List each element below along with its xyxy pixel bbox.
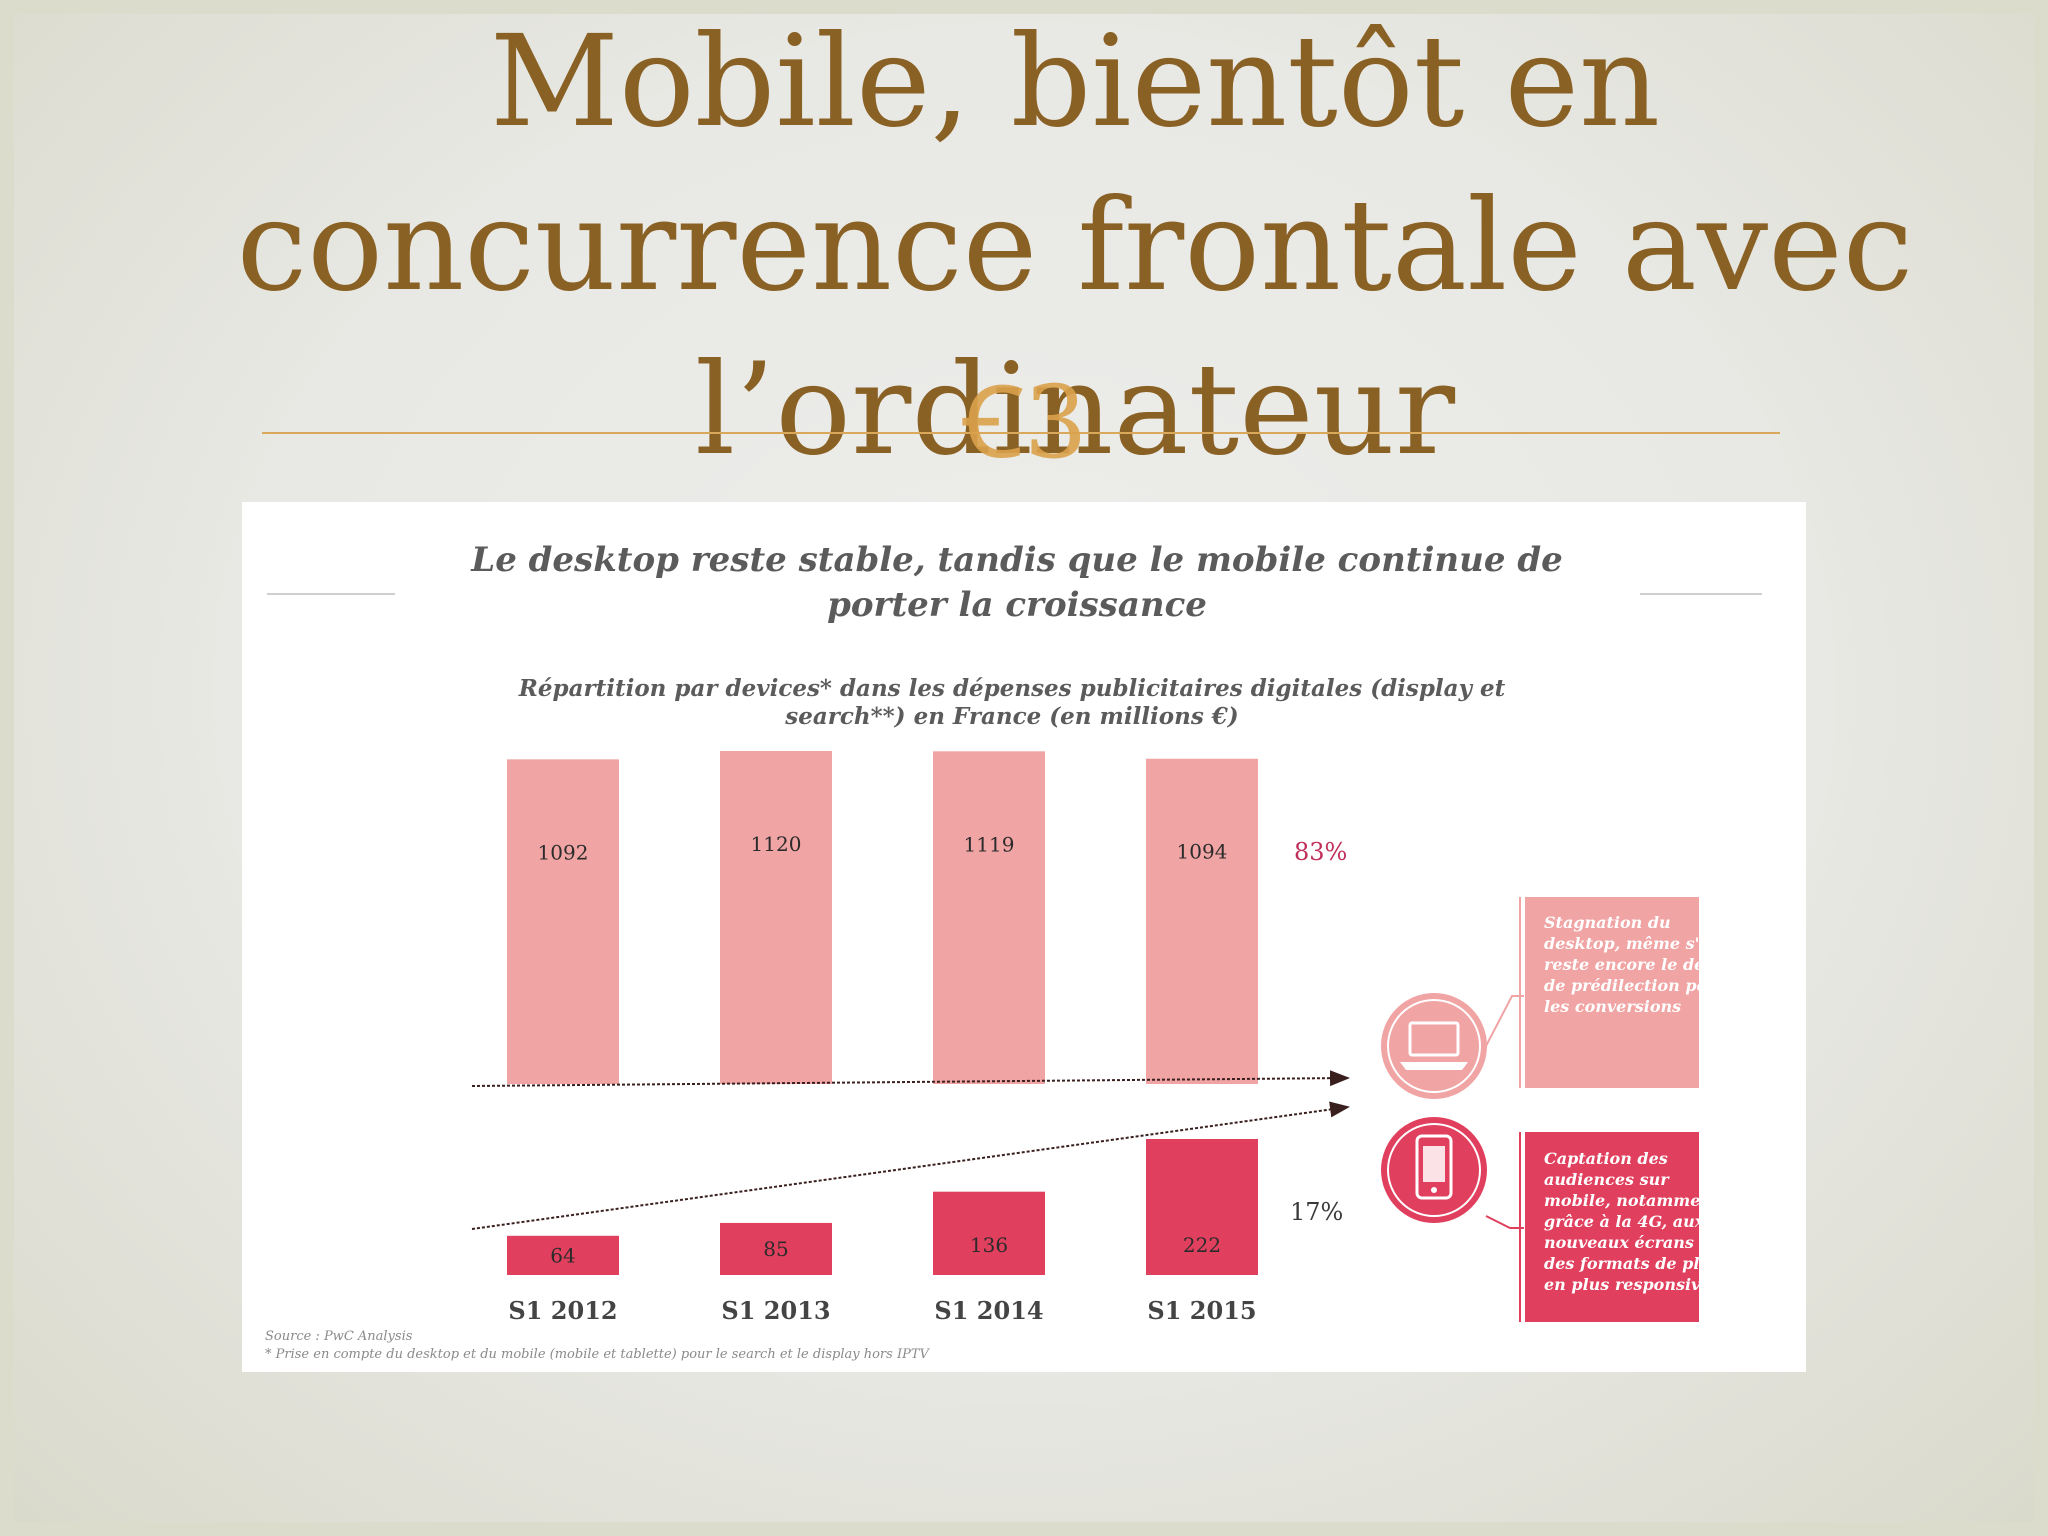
desktop-connector [1485, 995, 1524, 1047]
chart: Le desktop reste stable, tandis que le m… [265, 540, 1762, 1362]
chart-title-line: Le desktop reste stable, tandis que le m… [470, 540, 1562, 580]
mobile-annotation-line: mobile, notamment [1544, 1191, 1720, 1210]
category-label: S1 2014 [934, 1296, 1043, 1325]
slide-title-line: l’ordinateur [694, 336, 1456, 483]
mobile-annotation-line: en plus responsives [1544, 1275, 1720, 1294]
desktop-annotation-line: Stagnation du [1544, 913, 1671, 932]
mobile-value-label: 85 [763, 1237, 788, 1261]
chart-title-line: porter la croissance [827, 585, 1207, 625]
mobile-annotation-line: grâce à la 4G, aux [1544, 1212, 1705, 1231]
category-label: S1 2015 [1147, 1296, 1256, 1325]
desktop-value-label: 1094 [1177, 840, 1228, 864]
title-rule [262, 432, 1780, 434]
desktop-value-label: 1119 [964, 832, 1015, 856]
chart-subtitle-line: search**) en France (en millions €) [784, 703, 1238, 730]
mobile-value-label: 222 [1183, 1233, 1221, 1257]
desktop-bar [507, 759, 619, 1084]
desktop-bar [933, 751, 1045, 1084]
mobile-trend-arrow [471, 1101, 1350, 1230]
chart-panel: Le desktop reste stable, tandis que le m… [242, 502, 1806, 1372]
smartphone-icon [1381, 1117, 1487, 1223]
laptop-icon [1381, 993, 1487, 1099]
mobile-bar [507, 1235, 619, 1275]
desktop-value-label: 1120 [751, 832, 802, 856]
desktop-trend-arrow [471, 1070, 1350, 1087]
mobile-bar [1146, 1139, 1258, 1275]
desktop-bar [720, 751, 832, 1084]
mobile-bar [720, 1222, 832, 1275]
mobile-annotation-box [1525, 1132, 1699, 1322]
desktop-annotation-line: de prédilection pour [1544, 976, 1729, 995]
mobile-value-label: 64 [550, 1243, 575, 1267]
mobile-bar [933, 1191, 1045, 1275]
mobile-annotation-line: des formats de plus [1544, 1254, 1720, 1273]
category-label: S1 2012 [508, 1296, 617, 1325]
mobile-connector [1485, 1215, 1524, 1229]
category-label: S1 2013 [721, 1296, 830, 1325]
mobile-value-label: 136 [970, 1233, 1008, 1257]
desktop-annotation-box [1525, 897, 1699, 1088]
desktop-share-label: 83% [1294, 838, 1347, 866]
desktop-bar [1146, 758, 1258, 1084]
source-note: Source : PwC Analysis [265, 1329, 413, 1344]
mobile-annotation-line: audiences sur [1544, 1170, 1670, 1189]
mobile-annotation-line: Captation des [1544, 1149, 1668, 1168]
ornament-icon: Ꞓ3 [962, 364, 1088, 481]
desktop-annotation-line: les conversions [1544, 997, 1681, 1016]
slide-title-line: Mobile, bientôt en [489, 8, 1661, 155]
footnote: * Prise en compte du desktop et du mobil… [265, 1347, 931, 1362]
desktop-annotation-line: reste encore le device [1544, 955, 1740, 974]
desktop-value-label: 1092 [538, 840, 589, 864]
slide-title-line: concurrence frontale avec [236, 172, 1914, 319]
mobile-share-label: 17% [1290, 1198, 1343, 1226]
chart-subtitle-line: Répartition par devices* dans les dépens… [518, 675, 1506, 702]
slide-title: Mobile, bientôt en concurrence frontale … [150, 0, 2000, 492]
mobile-annotation-line: nouveaux écrans et à [1544, 1233, 1733, 1252]
desktop-annotation-line: desktop, même s'il [1544, 934, 1712, 953]
